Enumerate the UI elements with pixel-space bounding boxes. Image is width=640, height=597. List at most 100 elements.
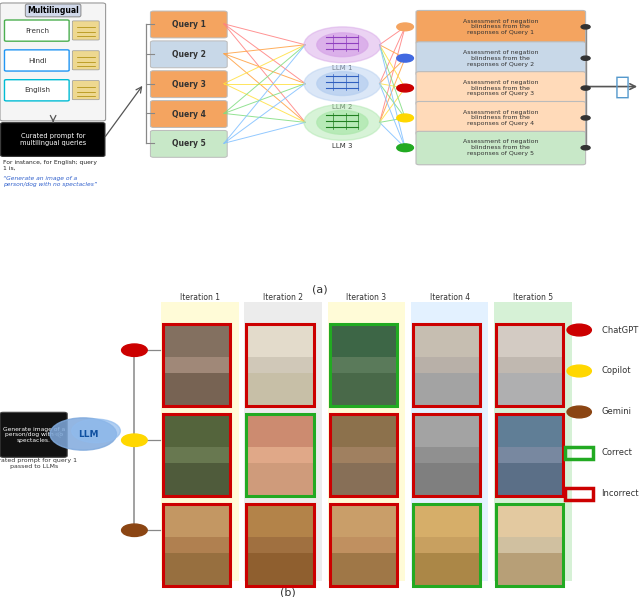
- Bar: [496, 324, 563, 406]
- Bar: [330, 414, 397, 496]
- Bar: [246, 504, 314, 537]
- Circle shape: [317, 33, 368, 57]
- Circle shape: [567, 324, 591, 336]
- Text: Query 3: Query 3: [172, 79, 205, 89]
- Circle shape: [581, 146, 590, 150]
- Bar: [246, 373, 314, 406]
- FancyBboxPatch shape: [72, 81, 99, 100]
- Bar: [163, 324, 230, 357]
- Bar: [496, 324, 563, 406]
- Bar: [330, 504, 397, 586]
- Text: LLM 1: LLM 1: [332, 65, 353, 71]
- Bar: [413, 504, 480, 537]
- Bar: [496, 504, 563, 586]
- Bar: [246, 324, 314, 406]
- Bar: [163, 414, 230, 496]
- Bar: [413, 414, 480, 496]
- Bar: [413, 553, 480, 586]
- Bar: [496, 324, 563, 357]
- Circle shape: [567, 406, 591, 418]
- Circle shape: [397, 84, 413, 92]
- Bar: [496, 553, 563, 586]
- Text: Iteration 5: Iteration 5: [513, 293, 553, 302]
- Bar: [330, 324, 397, 406]
- Bar: [246, 324, 314, 357]
- Bar: [496, 373, 563, 406]
- Text: For instance, for English; query
1 is,: For instance, for English; query 1 is,: [3, 159, 97, 171]
- FancyBboxPatch shape: [0, 3, 106, 121]
- Text: Query 5: Query 5: [172, 139, 205, 149]
- Text: Incorrect: Incorrect: [602, 490, 639, 498]
- Circle shape: [581, 56, 590, 60]
- Bar: [411, 302, 488, 581]
- FancyBboxPatch shape: [150, 71, 227, 97]
- Circle shape: [397, 144, 413, 152]
- Circle shape: [72, 419, 120, 443]
- Text: ChatGPT 4: ChatGPT 4: [602, 325, 640, 334]
- Text: Curated prompt for query 1
passed to LLMs: Curated prompt for query 1 passed to LLM…: [0, 458, 77, 469]
- Bar: [330, 373, 397, 406]
- Circle shape: [581, 116, 590, 120]
- Circle shape: [317, 72, 368, 96]
- Bar: [330, 414, 397, 447]
- Bar: [163, 324, 230, 406]
- FancyBboxPatch shape: [0, 413, 67, 457]
- Bar: [330, 504, 397, 537]
- Bar: [330, 414, 397, 496]
- Text: (a): (a): [312, 285, 328, 294]
- Bar: [413, 324, 480, 406]
- Bar: [413, 504, 480, 586]
- Text: French: French: [25, 27, 49, 34]
- Bar: [163, 324, 230, 406]
- Bar: [163, 504, 230, 586]
- Text: Query 2: Query 2: [172, 50, 205, 59]
- Text: Multilingual: Multilingual: [28, 6, 79, 15]
- FancyBboxPatch shape: [150, 130, 227, 157]
- FancyBboxPatch shape: [72, 21, 99, 40]
- FancyBboxPatch shape: [1, 122, 105, 156]
- Circle shape: [397, 114, 413, 122]
- Text: LLM 3: LLM 3: [332, 143, 353, 149]
- Text: 👤: 👤: [614, 75, 630, 99]
- Bar: [413, 414, 480, 496]
- FancyBboxPatch shape: [416, 72, 586, 105]
- Circle shape: [304, 27, 381, 63]
- Bar: [496, 504, 563, 537]
- FancyBboxPatch shape: [416, 101, 586, 135]
- Circle shape: [397, 23, 413, 30]
- Bar: [565, 488, 593, 500]
- Bar: [413, 463, 480, 496]
- FancyBboxPatch shape: [4, 50, 69, 71]
- Bar: [496, 414, 563, 447]
- Bar: [494, 302, 572, 581]
- Bar: [246, 324, 314, 406]
- Text: Assessment of negation
blindness from the
responses of Query 1: Assessment of negation blindness from th…: [463, 19, 538, 35]
- FancyBboxPatch shape: [4, 20, 69, 41]
- Text: English: English: [24, 87, 50, 94]
- Text: Query 1: Query 1: [172, 20, 205, 29]
- Bar: [330, 324, 397, 357]
- Bar: [330, 463, 397, 496]
- Text: (b): (b): [280, 587, 296, 597]
- Bar: [496, 414, 563, 496]
- Text: Iteration 4: Iteration 4: [429, 293, 470, 302]
- Bar: [244, 302, 322, 581]
- FancyBboxPatch shape: [4, 79, 69, 101]
- Bar: [246, 463, 314, 496]
- Bar: [328, 302, 405, 581]
- Bar: [413, 324, 480, 406]
- FancyBboxPatch shape: [416, 42, 586, 75]
- Bar: [413, 373, 480, 406]
- Bar: [246, 553, 314, 586]
- Bar: [163, 463, 230, 496]
- Bar: [163, 553, 230, 586]
- Circle shape: [122, 434, 147, 447]
- FancyBboxPatch shape: [72, 51, 99, 70]
- Bar: [161, 302, 239, 581]
- Bar: [163, 414, 230, 447]
- Bar: [163, 414, 230, 496]
- Circle shape: [397, 54, 413, 62]
- Bar: [163, 373, 230, 406]
- Text: Hindi: Hindi: [28, 57, 47, 64]
- FancyBboxPatch shape: [416, 131, 586, 165]
